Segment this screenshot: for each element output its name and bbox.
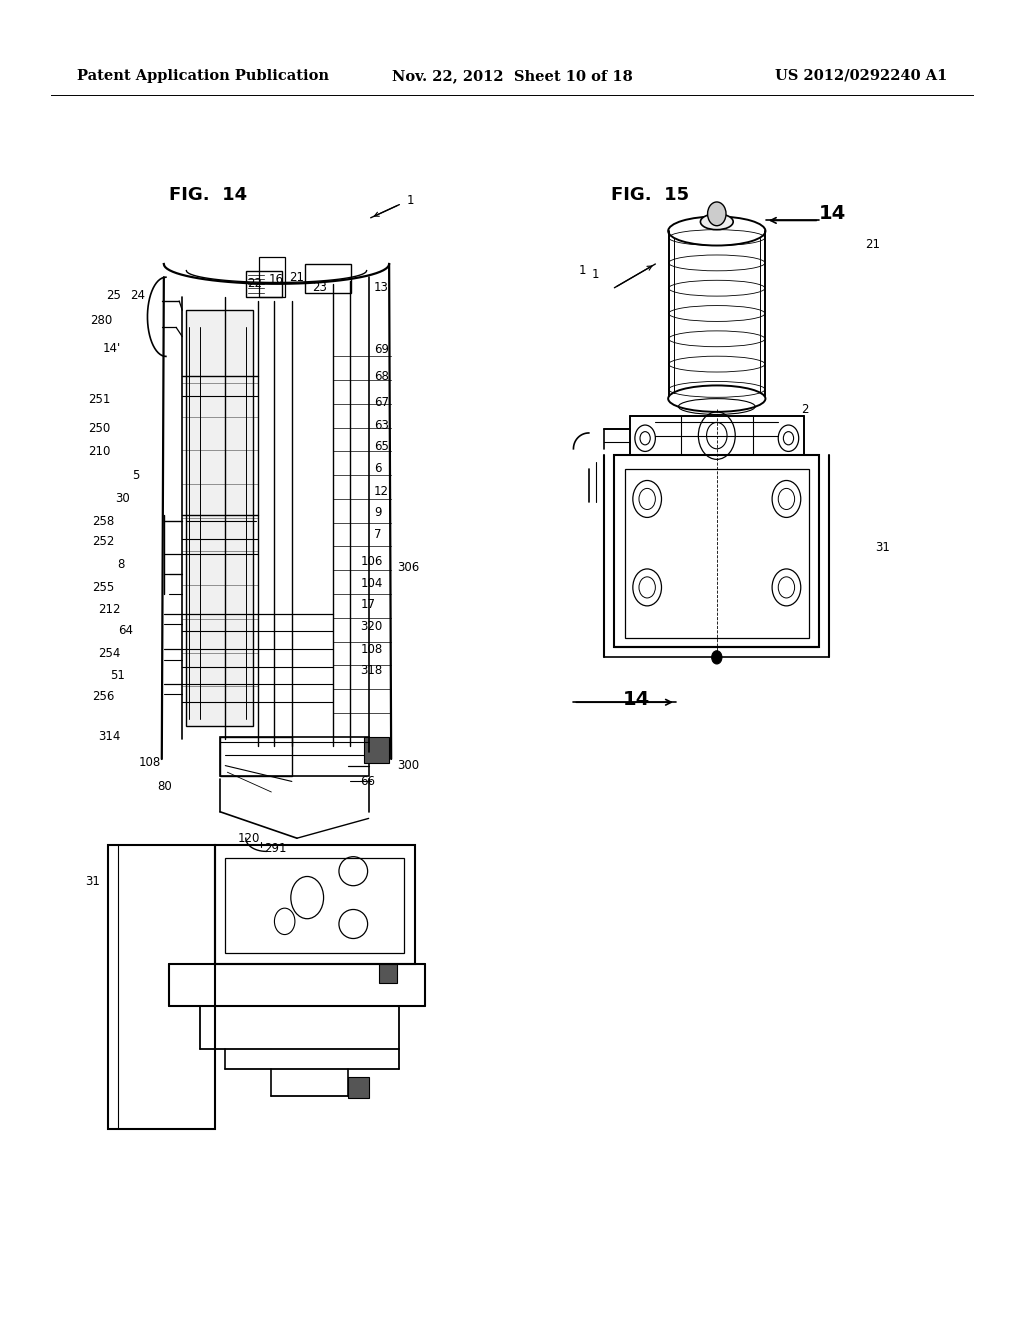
Bar xyxy=(186,310,253,726)
Bar xyxy=(614,455,819,647)
Text: 31: 31 xyxy=(85,875,100,888)
Text: 256: 256 xyxy=(92,690,115,704)
Text: 5: 5 xyxy=(132,469,139,482)
Text: 68: 68 xyxy=(374,370,389,383)
Text: 14: 14 xyxy=(623,690,650,709)
Text: 104: 104 xyxy=(360,577,383,590)
Text: 21: 21 xyxy=(865,238,881,251)
Ellipse shape xyxy=(700,214,733,230)
Bar xyxy=(225,858,404,953)
Text: 251: 251 xyxy=(88,393,111,407)
Text: 250: 250 xyxy=(88,422,111,436)
Text: 1: 1 xyxy=(592,268,599,281)
Text: 212: 212 xyxy=(98,603,121,616)
Text: 24: 24 xyxy=(130,289,145,302)
Text: US 2012/0292240 A1: US 2012/0292240 A1 xyxy=(775,69,947,83)
Text: 254: 254 xyxy=(98,647,121,660)
Text: 30: 30 xyxy=(116,492,130,506)
Text: 17: 17 xyxy=(360,598,376,611)
Text: 2: 2 xyxy=(801,403,808,416)
Text: 65: 65 xyxy=(374,440,389,453)
Text: 25: 25 xyxy=(105,289,121,302)
Text: 108: 108 xyxy=(360,643,383,656)
Text: 108: 108 xyxy=(138,756,161,770)
Text: 291: 291 xyxy=(264,842,287,855)
Text: 22: 22 xyxy=(247,277,262,290)
Text: 9: 9 xyxy=(374,506,381,519)
Bar xyxy=(215,845,415,964)
Text: 106: 106 xyxy=(360,554,383,568)
Text: Patent Application Publication: Patent Application Publication xyxy=(77,69,329,83)
Text: Nov. 22, 2012  Sheet 10 of 18: Nov. 22, 2012 Sheet 10 of 18 xyxy=(391,69,633,83)
Text: 8: 8 xyxy=(118,558,125,572)
Bar xyxy=(220,737,369,776)
Text: 14: 14 xyxy=(819,205,847,223)
Text: 64: 64 xyxy=(118,624,133,638)
Text: 280: 280 xyxy=(90,314,113,327)
Bar xyxy=(259,257,285,297)
Text: 13: 13 xyxy=(374,281,389,294)
Bar xyxy=(625,469,809,638)
Bar xyxy=(220,737,292,776)
Text: 1: 1 xyxy=(579,264,586,277)
Bar xyxy=(305,264,351,293)
Text: 7: 7 xyxy=(374,528,381,541)
Text: 16: 16 xyxy=(268,273,284,286)
Circle shape xyxy=(712,651,722,664)
Text: FIG.  15: FIG. 15 xyxy=(611,186,689,205)
Text: 258: 258 xyxy=(92,515,115,528)
Text: 14': 14' xyxy=(102,342,121,355)
Bar xyxy=(379,964,397,983)
Text: 51: 51 xyxy=(110,669,125,682)
Text: 66: 66 xyxy=(360,775,376,788)
Text: 252: 252 xyxy=(92,535,115,548)
Text: 21: 21 xyxy=(289,271,304,284)
Text: 120: 120 xyxy=(238,832,260,845)
Text: 12': 12' xyxy=(374,484,392,498)
Text: 318: 318 xyxy=(360,664,383,677)
Text: 1: 1 xyxy=(407,194,414,207)
Text: 23: 23 xyxy=(312,281,328,294)
Text: 6: 6 xyxy=(374,462,381,475)
Bar xyxy=(364,737,389,763)
Bar xyxy=(108,845,215,1129)
Bar xyxy=(246,271,282,297)
Circle shape xyxy=(708,202,726,226)
Text: 67: 67 xyxy=(374,396,389,409)
Text: 80: 80 xyxy=(158,780,172,793)
Circle shape xyxy=(783,432,794,445)
Text: 306: 306 xyxy=(397,561,420,574)
Circle shape xyxy=(640,432,650,445)
Text: 314: 314 xyxy=(98,730,121,743)
Text: 210: 210 xyxy=(88,445,111,458)
Text: 255: 255 xyxy=(92,581,115,594)
Text: 300: 300 xyxy=(397,759,420,772)
Text: 31: 31 xyxy=(876,541,891,554)
Text: 320: 320 xyxy=(360,620,383,634)
Bar xyxy=(348,1077,369,1098)
Text: 69: 69 xyxy=(374,343,389,356)
Text: FIG.  14: FIG. 14 xyxy=(169,186,247,205)
Text: 63: 63 xyxy=(374,418,389,432)
